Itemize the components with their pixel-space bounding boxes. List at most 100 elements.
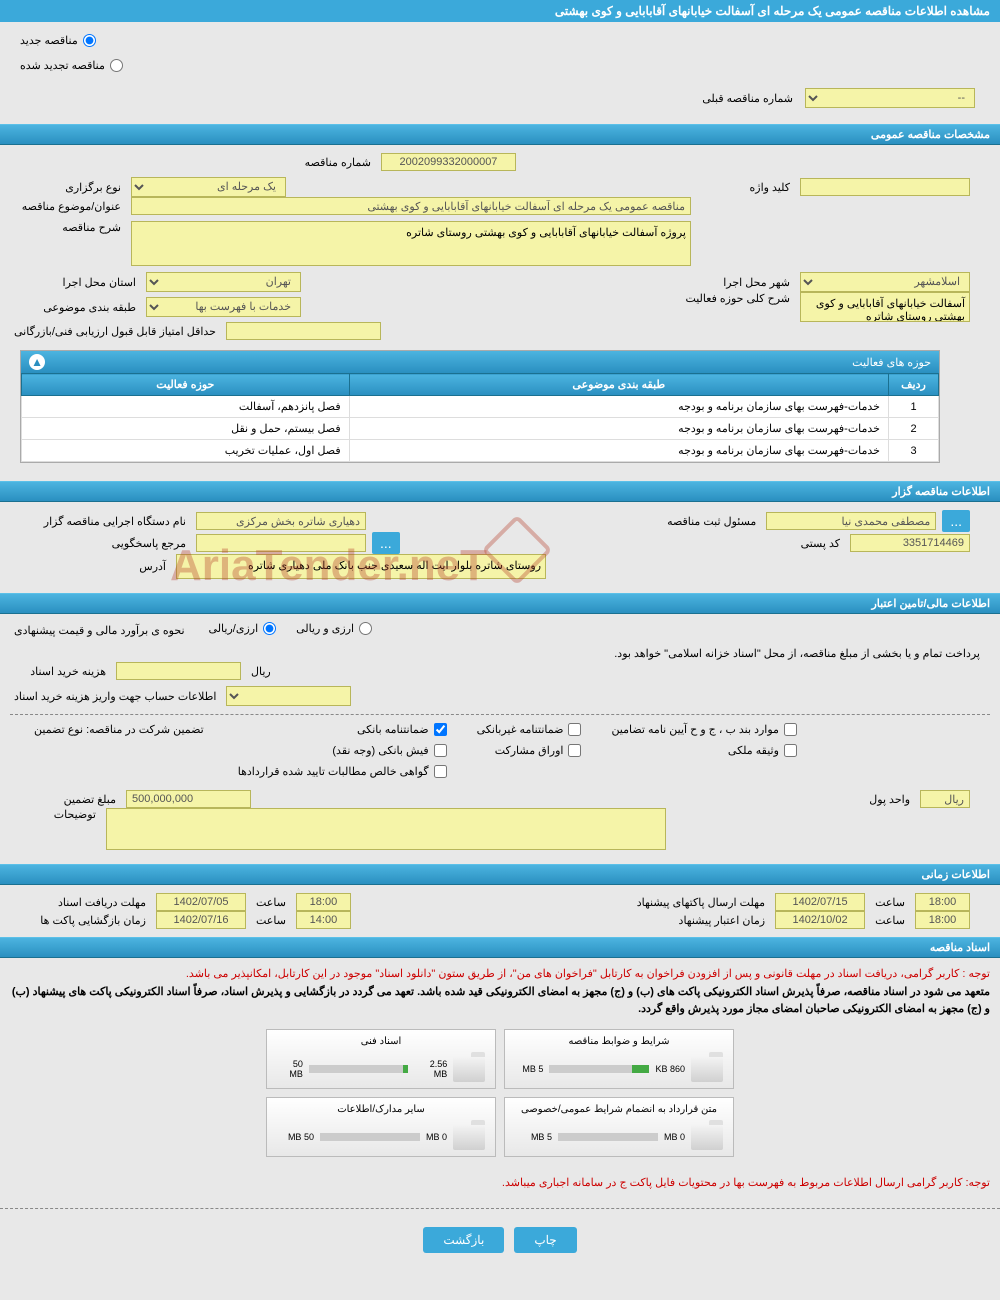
section-organizer: اطلاعات مناقصه گزار — [0, 481, 1000, 502]
city-select[interactable]: اسلامشهر — [800, 272, 970, 292]
page-title: مشاهده اطلاعات مناقصه عمومی یک مرحله ای … — [555, 4, 990, 18]
tender-type-renewed[interactable]: مناقصه تجدید شده — [20, 59, 123, 72]
file-box-technical[interactable]: اسناد فنی 2.56 MB 50 MB — [266, 1029, 496, 1089]
activities-table-wrap: حوزه های فعالیت ▲ ردیف طبقه بندی موضوعی … — [20, 350, 940, 463]
registrar-label: مسئول ثبت مناقصه — [663, 515, 760, 528]
response-ref-input[interactable] — [196, 534, 366, 552]
packet-send-label: مهلت ارسال پاکتهای پیشنهاد — [633, 896, 769, 909]
response-ref-more-button[interactable]: ... — [372, 532, 400, 554]
postal-input[interactable] — [850, 534, 970, 552]
tender-type-new[interactable]: مناقصه جدید — [20, 34, 96, 47]
col-activity: حوزه فعالیت — [22, 374, 350, 396]
province-select[interactable]: تهران — [146, 272, 301, 292]
activity-scope-label: شرح کلی حوزه فعالیت — [681, 292, 794, 305]
currency-label: ریال — [247, 665, 275, 678]
keyword-input[interactable] — [800, 178, 970, 196]
file-box-contract[interactable]: متن قرارداد به انضمام شرایط عمومی/خصوصی … — [504, 1097, 734, 1157]
account-info-select[interactable] — [226, 686, 351, 706]
file-box-conditions[interactable]: شرایط و ضوابط مناقصه 860 KB 5 MB — [504, 1029, 734, 1089]
page-title-bar: مشاهده اطلاعات مناقصه عمومی یک مرحله ای … — [0, 0, 1000, 22]
doc-receive-time[interactable] — [296, 893, 351, 911]
min-score-input[interactable] — [226, 322, 381, 340]
province-label: استان محل اجرا — [30, 276, 140, 289]
registrar-input[interactable] — [766, 512, 936, 530]
keyword-label: کلید واژه — [746, 181, 794, 194]
folder-icon — [453, 1056, 485, 1082]
radio-new-label: مناقصه جدید — [20, 34, 78, 47]
postal-label: کد پستی — [797, 537, 844, 550]
col-row: ردیف — [889, 374, 939, 396]
packet-send-time[interactable] — [915, 893, 970, 911]
payment-note: پرداخت تمام و یا بخشی از مبلغ مناقصه، از… — [614, 648, 980, 660]
table-row: 3خدمات-فهرست بهای سازمان برنامه و بودجهف… — [22, 440, 939, 462]
progress-bar — [309, 1065, 408, 1073]
address-input[interactable]: روستای شاتره بلوار ایت اله سعیدی جنب بان… — [176, 554, 546, 579]
organizer-name-input[interactable] — [196, 512, 366, 530]
prev-tender-label: شماره مناقصه قبلی — [698, 92, 797, 105]
activities-table: ردیف طبقه بندی موضوعی حوزه فعالیت 1خدمات… — [21, 373, 939, 462]
guarantee-type-label: تضمین شرکت در مناقصه: نوع تضمین — [30, 723, 208, 736]
section-general: مشخصات مناقصه عمومی — [0, 124, 1000, 145]
description-label: شرح مناقصه — [10, 221, 125, 234]
collapse-icon[interactable]: ▲ — [29, 354, 45, 370]
purchase-cost-input[interactable] — [116, 662, 241, 680]
section-financial: اطلاعات مالی/تامین اعتبار — [0, 593, 1000, 614]
currency-unit-input[interactable] — [920, 790, 970, 808]
notes-textarea[interactable] — [106, 808, 666, 850]
estimate-option2[interactable]: ارزی و ریالی — [296, 622, 372, 635]
currency-unit-label: واحد پول — [865, 793, 914, 806]
progress-bar — [320, 1133, 420, 1141]
opt-receivables[interactable]: گواهی خالص مطالبات تایید شده قراردادها — [238, 765, 447, 778]
activity-scope-input[interactable]: آسفالت خیابانهای آقابابایی و کوی بهشتی ر… — [800, 292, 970, 322]
back-button[interactable]: بازگشت — [423, 1227, 504, 1253]
min-score-label: حداقل امتیاز قابل قبول ارزیابی فنی/بازرگ… — [10, 325, 220, 338]
radio-new[interactable] — [83, 34, 96, 47]
description-textarea[interactable]: پروژه آسفالت خیابانهای آقابابایی و کوی ب… — [131, 221, 691, 266]
address-label: آدرس — [10, 560, 170, 573]
radio-renewed-label: مناقصه تجدید شده — [20, 59, 105, 72]
registrar-more-button[interactable]: ... — [942, 510, 970, 532]
offer-validity-label: زمان اعتبار پیشنهاد — [675, 914, 770, 927]
radio-renewed[interactable] — [110, 59, 123, 72]
opt-bank-guarantee[interactable]: ضمانتنامه بانکی — [238, 723, 447, 736]
account-info-label: اطلاعات حساب جهت واریز هزینه خرید اسناد — [10, 690, 220, 703]
organizer-name-label: نام دستگاه اجرایی مناقصه گزار — [30, 515, 190, 528]
offer-validity-date[interactable] — [775, 911, 865, 929]
progress-bar — [549, 1065, 649, 1073]
tender-number-label: شماره مناقصه — [280, 156, 375, 169]
holding-type-label: نوع برگزاری — [30, 181, 125, 194]
folder-icon — [691, 1056, 723, 1082]
table-row: 1خدمات-فهرست بهای سازمان برنامه و بودجهف… — [22, 396, 939, 418]
doc-notice3: توجه: کاربر گرامی ارسال اطلاعات مربوط به… — [10, 1175, 990, 1193]
doc-notice2: متعهد می شود در اسناد مناقصه، صرفاً پذیر… — [10, 984, 990, 1019]
packet-open-time[interactable] — [296, 911, 351, 929]
file-box-other[interactable]: سایر مدارک/اطلاعات 0 MB 50 MB — [266, 1097, 496, 1157]
subject-input[interactable] — [131, 197, 691, 215]
response-ref-label: مرجع پاسخگویی — [30, 537, 190, 550]
estimate-option1[interactable]: ارزی/ریالی — [209, 622, 277, 635]
tender-number-input[interactable] — [381, 153, 516, 171]
prev-tender-select[interactable]: -- — [805, 88, 975, 108]
opt-participation[interactable]: اوراق مشارکت — [477, 744, 582, 757]
guarantee-amount-input[interactable] — [126, 790, 251, 808]
table-row: 2خدمات-فهرست بهای سازمان برنامه و بودجهف… — [22, 418, 939, 440]
doc-receive-label: مهلت دریافت اسناد — [30, 896, 150, 909]
opt-nonbank[interactable]: ضمانتنامه غیربانکی — [477, 723, 582, 736]
progress-bar — [558, 1133, 658, 1141]
opt-cases[interactable]: موارد بند ب ، ج و ح آیین نامه تضامین — [611, 723, 796, 736]
subject-label: عنوان/موضوع مناقصه — [10, 200, 125, 213]
packet-open-label: زمان بازگشایی پاکت ها — [30, 914, 150, 927]
doc-notice1: توجه : کاربر گرامی، دریافت اسناد در مهلت… — [10, 966, 990, 984]
classification-select[interactable]: خدمات با فهرست بها — [146, 297, 301, 317]
section-time: اطلاعات زمانی — [0, 864, 1000, 885]
opt-bank-receipt[interactable]: فیش بانکی (وجه نقد) — [238, 744, 447, 757]
notes-label: توضیحات — [10, 808, 100, 821]
offer-validity-time[interactable] — [915, 911, 970, 929]
section-documents: اسناد مناقصه — [0, 937, 1000, 958]
print-button[interactable]: چاپ — [514, 1227, 576, 1253]
packet-send-date[interactable] — [775, 893, 865, 911]
holding-type-select[interactable]: یک مرحله ای — [131, 177, 286, 197]
packet-open-date[interactable] — [156, 911, 246, 929]
doc-receive-date[interactable] — [156, 893, 246, 911]
opt-property[interactable]: وثیقه ملکی — [611, 744, 796, 757]
